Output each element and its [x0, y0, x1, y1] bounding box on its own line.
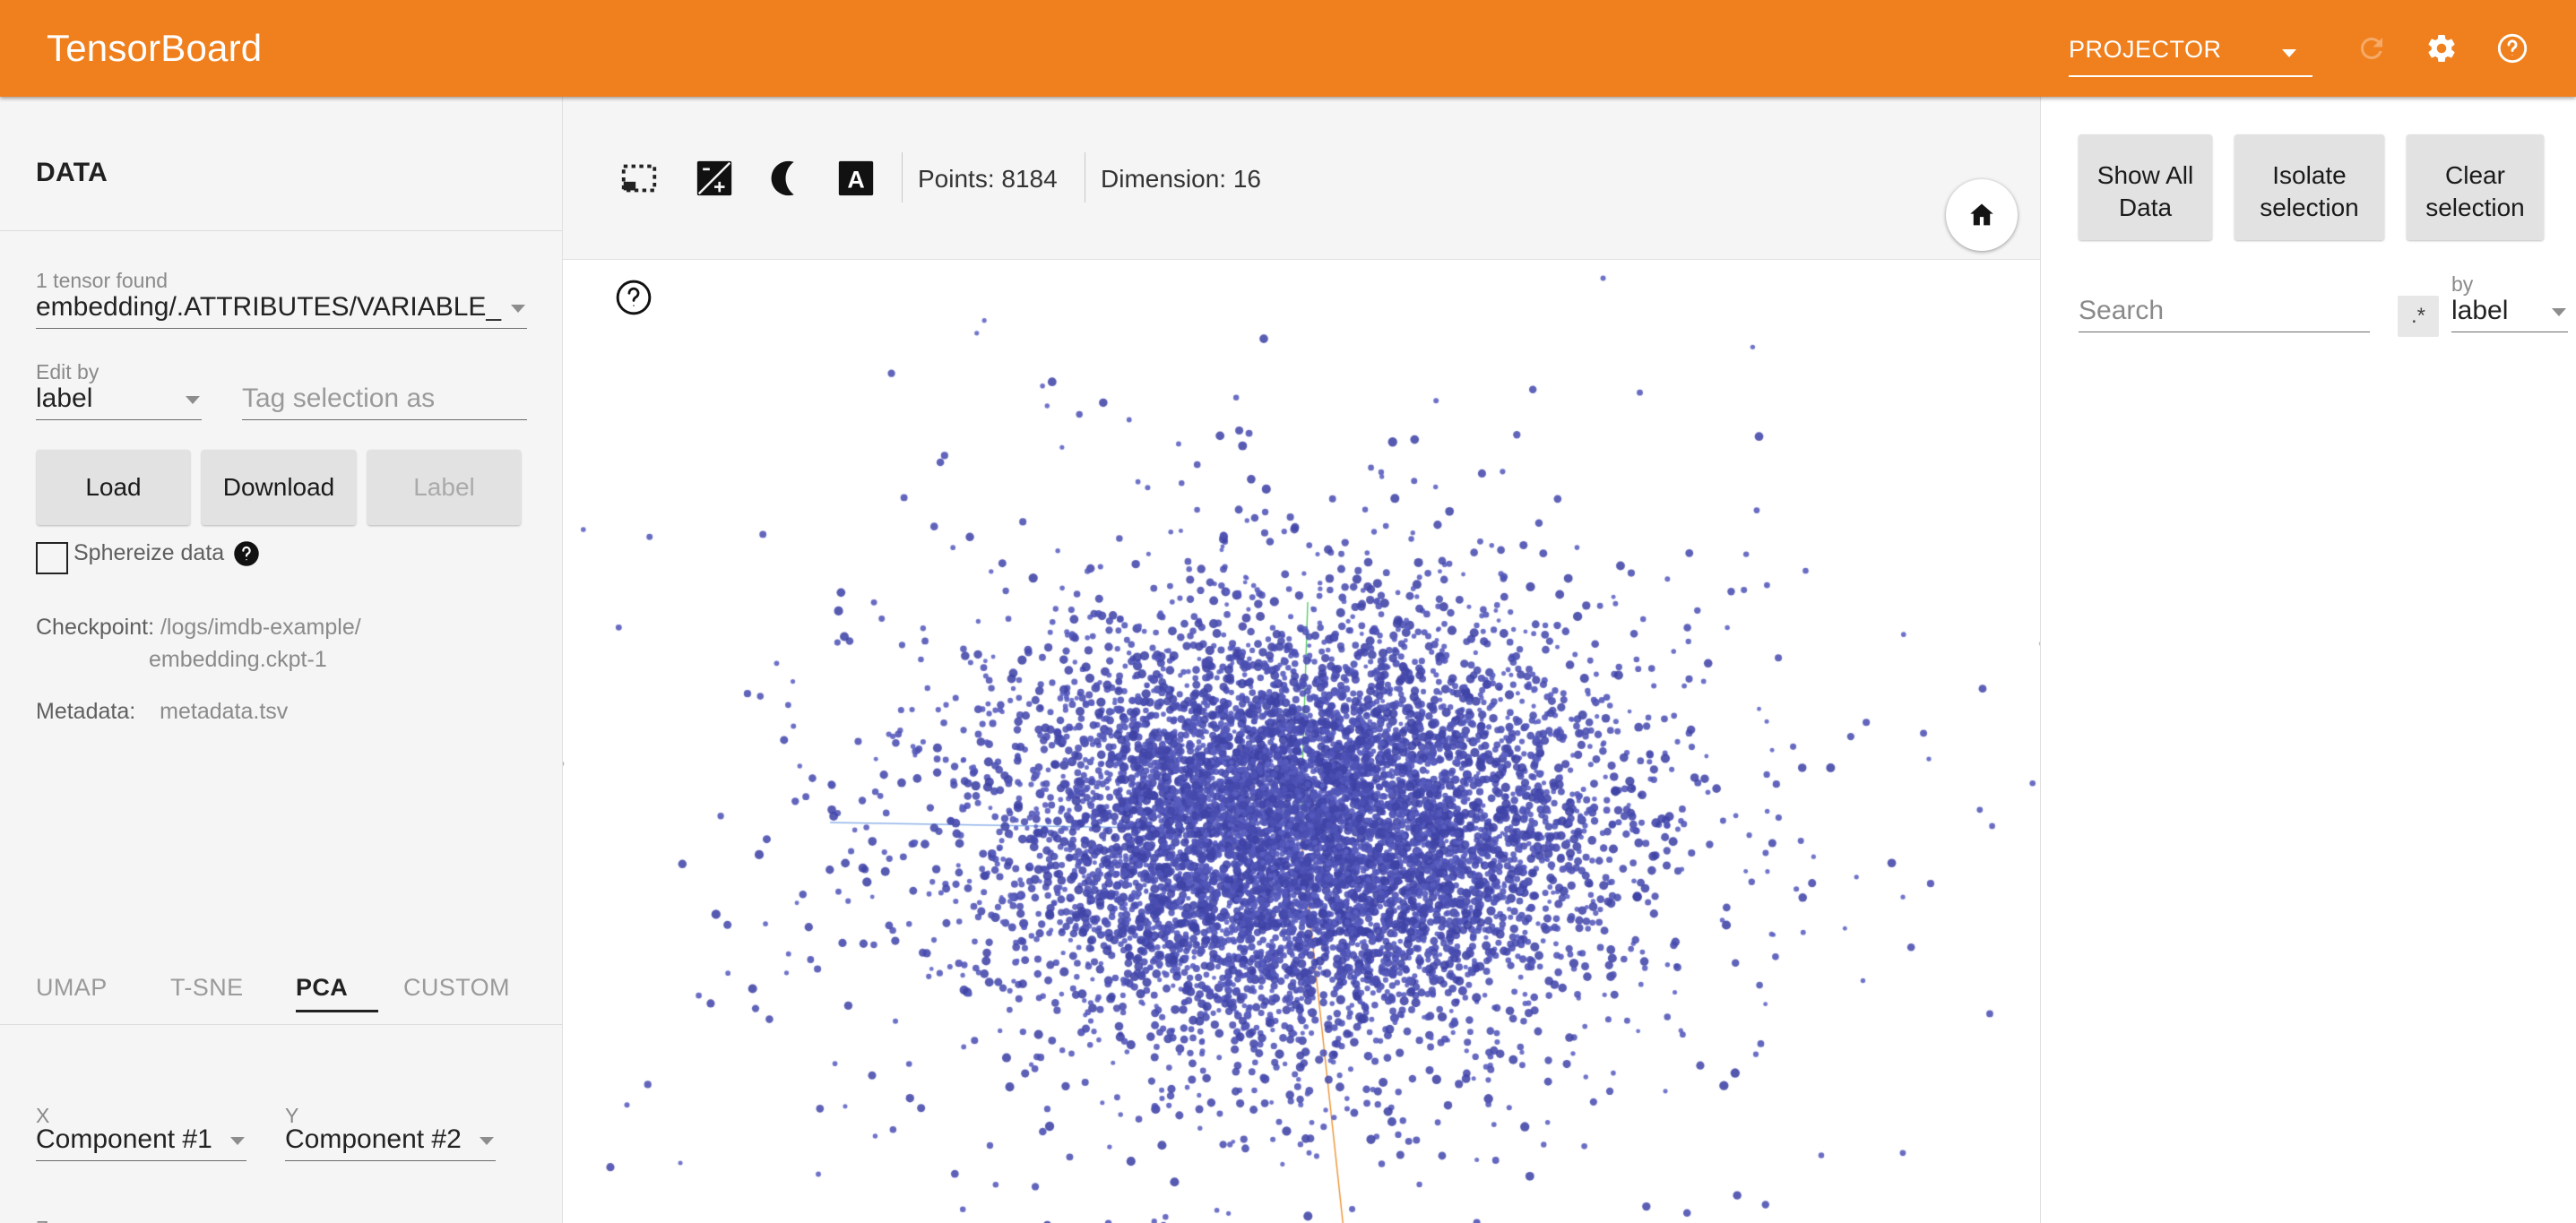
svg-text:A: A: [847, 167, 864, 194]
